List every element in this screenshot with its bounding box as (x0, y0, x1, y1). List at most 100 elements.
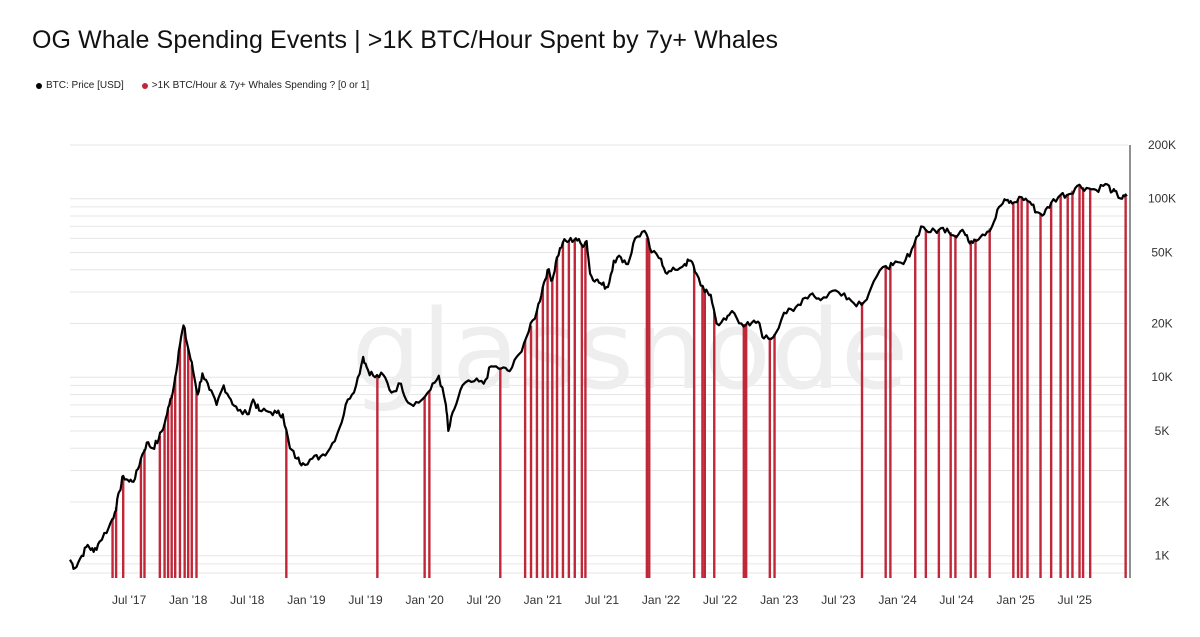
x-tick-label: Jul '21 (585, 593, 620, 607)
spending-event-bar (376, 376, 379, 578)
x-tick-label: Jul '24 (939, 593, 974, 607)
x-tick-label: Jul '18 (230, 593, 265, 607)
spending-event-bar (143, 449, 146, 578)
spending-event-bar (692, 268, 696, 578)
spending-event-bar (701, 286, 704, 578)
y-tick-label: 20K (1151, 316, 1172, 330)
spending-event-bar (1078, 186, 1081, 578)
x-tick-label: Jul '20 (467, 593, 502, 607)
y-tick-labels: 1K 2K 5K 10K 20K 50K 100K 200K (1148, 138, 1176, 563)
spending-event-bar (535, 310, 539, 578)
btc-price-line (69, 182, 1128, 570)
spending-event-bar (580, 245, 584, 578)
spending-event-bar (1016, 199, 1020, 578)
x-tick-label: Jul '19 (348, 593, 383, 607)
spending-event-bar (1039, 213, 1042, 578)
spending-event-bar (1066, 194, 1069, 578)
legend-item-price[interactable]: BTC: Price [USD] (36, 80, 124, 91)
spending-event-bar (567, 240, 571, 578)
spending-event-bar (768, 337, 772, 578)
spending-event-bar (937, 229, 941, 578)
spending-event-bar (974, 238, 977, 578)
spending-event-bar (423, 396, 426, 578)
y-tick-label: 1K (1155, 549, 1170, 563)
chart-title: OG Whale Spending Events | >1K BTC/Hour … (32, 26, 779, 54)
x-tick-label: Jul '17 (112, 593, 147, 607)
spending-event-bar (742, 324, 746, 578)
spending-event-bar (285, 431, 288, 578)
spending-event-bar (954, 234, 957, 578)
spending-event-bar (195, 388, 198, 578)
spending-event-bar (645, 238, 649, 578)
spending-event-bar (1012, 202, 1015, 579)
spending-event-bar (584, 241, 587, 578)
spending-event-bar (428, 391, 431, 578)
spending-event-bar (744, 324, 748, 578)
spending-event-bar (573, 238, 576, 578)
spending-event-bar (561, 242, 565, 578)
spending-event-bar (139, 458, 143, 578)
spending-event-bar (914, 240, 917, 579)
spending-event-bar (884, 265, 887, 578)
spending-event-bar (1020, 197, 1023, 578)
spending-event-bar (121, 475, 125, 578)
y-tick-label: 10K (1151, 370, 1172, 384)
y-tick-label: 5K (1155, 424, 1170, 438)
x-tick-label: Jul '25 (1058, 593, 1093, 607)
spending-event-bar (889, 265, 892, 578)
legend-spending-label: >1K BTC/Hour & 7y+ Whales Spending ? [0 … (151, 80, 370, 91)
x-tick-label: Jan '25 (997, 593, 1036, 607)
y-tick-label: 2K (1155, 495, 1170, 509)
spending-event-bar (499, 368, 502, 578)
legend-price-swatch (36, 82, 42, 89)
y-tick-label: 100K (1148, 192, 1176, 206)
spending-event-bar (166, 409, 170, 578)
spending-event-bar (178, 344, 182, 578)
spending-event-bar (523, 340, 527, 578)
x-tick-label: Jan '21 (524, 593, 563, 607)
spending-event-bar (1059, 194, 1062, 578)
y-tick-label: 50K (1151, 245, 1172, 259)
x-tick-label: Jan '22 (642, 593, 681, 607)
spending-event-bar (555, 257, 559, 578)
spending-event-bar (187, 348, 190, 578)
spending-event-bar (114, 507, 118, 578)
spending-events (111, 186, 1127, 579)
spending-event-bar (1124, 197, 1127, 578)
spending-event-bar (648, 245, 651, 579)
spending-event-bar (1026, 200, 1029, 578)
spending-event-bar (1049, 202, 1053, 578)
spending-event-bar (924, 229, 928, 578)
watermark: glassnode (352, 286, 909, 414)
x-tick-label: Jan '19 (287, 593, 326, 607)
spending-event-bar (703, 292, 706, 578)
legend-item-spending[interactable]: >1K BTC/Hour & 7y+ Whales Spending ? [0 … (141, 80, 370, 91)
spending-event-bar (949, 232, 952, 578)
spending-event-bar (860, 301, 864, 578)
spending-event-bar (183, 331, 186, 578)
spending-event-bar (111, 518, 114, 578)
x-tick-label: Jan '23 (760, 593, 799, 607)
x-tick-label: Jan '18 (169, 593, 208, 607)
spending-event-bar (546, 269, 549, 578)
spending-event-bar (170, 395, 173, 578)
legend-price-label: BTC: Price [USD] (46, 80, 124, 91)
x-tick-labels: Jul '17 Jan '18 Jul '18 Jan '19 Jul '19 Jan '… (112, 593, 1092, 607)
spending-event-bar (529, 325, 533, 578)
spending-event-bar (163, 423, 166, 578)
x-tick-label: Jan '24 (878, 593, 917, 607)
spending-event-bar (1071, 190, 1074, 578)
spending-event-bar (1081, 187, 1085, 578)
spending-event-bar (551, 280, 554, 578)
legend: BTC: Price [USD] >1K BTC/Hour & 7y+ Whal… (36, 80, 369, 91)
spending-event-bar (158, 436, 162, 578)
spending-event-bar (969, 240, 972, 578)
spending-event-bar (1088, 188, 1092, 578)
y-tick-label: 200K (1148, 138, 1176, 152)
x-tick-label: Jul '22 (703, 593, 738, 607)
spending-event-bar (773, 334, 776, 578)
spending-event-bar (988, 228, 991, 579)
x-tick-label: Jul '23 (821, 593, 856, 607)
legend-spending-swatch (141, 82, 148, 89)
